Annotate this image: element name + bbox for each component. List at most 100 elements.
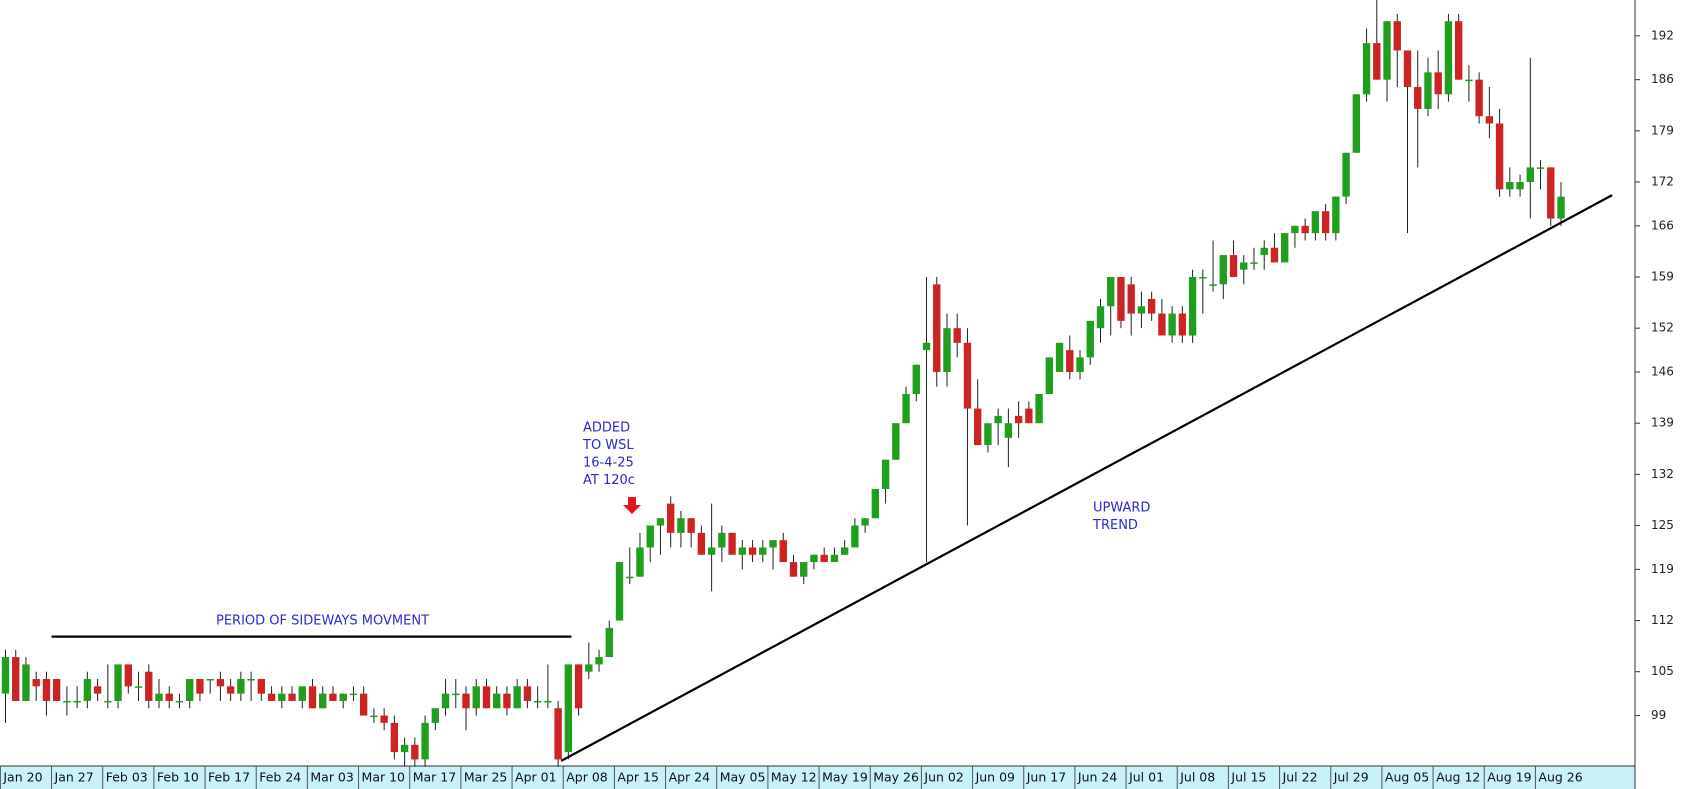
candle-body — [482, 686, 491, 709]
y-tick-label: 105 — [1651, 664, 1674, 678]
candle-body — [380, 715, 388, 723]
candle-body — [1485, 116, 1494, 124]
candle-body — [1240, 262, 1248, 270]
candle-body — [1229, 255, 1238, 278]
candle-body — [1301, 225, 1309, 234]
candle-body — [339, 693, 347, 701]
candle-body — [1219, 255, 1227, 285]
x-tick-label: Aug 12 — [1436, 770, 1480, 785]
candle-body — [1373, 43, 1381, 80]
x-tick-label: Jan 20 — [2, 770, 42, 785]
x-tick-label: Jul 01 — [1128, 770, 1164, 785]
annotation: 16-4-25 — [583, 456, 634, 471]
candle-body — [134, 686, 143, 688]
annotation: AT 120c — [583, 473, 635, 488]
candle-body — [431, 708, 439, 723]
candle-body — [1352, 94, 1361, 153]
candle-body — [288, 693, 296, 701]
candle-body — [1209, 284, 1217, 286]
candle-body — [452, 693, 460, 696]
candle-body — [840, 547, 849, 555]
y-tick-label: 99 — [1651, 708, 1666, 722]
candle-body — [871, 488, 880, 519]
candle-body — [564, 664, 573, 753]
candle-body — [1557, 196, 1565, 219]
candle-body — [789, 562, 798, 577]
candle-body — [1342, 152, 1350, 197]
y-tick-label: 192 — [1651, 28, 1674, 42]
x-tick-label: Apr 01 — [515, 770, 557, 785]
candle-body — [196, 679, 204, 694]
candle-body — [1454, 21, 1463, 80]
candle-body — [769, 540, 777, 548]
y-tick-label: 159 — [1651, 270, 1674, 284]
candle-body — [912, 364, 920, 394]
candle-body — [922, 342, 931, 351]
x-tick-label: Apr 08 — [566, 770, 608, 785]
candle-body — [1096, 306, 1105, 329]
candle-body — [881, 459, 890, 489]
candle-body — [1321, 211, 1330, 234]
x-tick-label: Mar 03 — [310, 770, 353, 785]
candle-body — [175, 700, 184, 703]
x-tick-label: Jul 08 — [1179, 770, 1215, 785]
candle-body — [104, 700, 112, 703]
x-tick-label: Apr 24 — [669, 770, 711, 785]
candle-body — [1014, 415, 1023, 424]
candle-body — [513, 686, 521, 709]
candle-body — [32, 679, 40, 687]
candle-body — [830, 554, 839, 563]
candle-body — [226, 686, 235, 694]
candle-body — [605, 627, 613, 658]
candle-body — [933, 284, 941, 373]
candle-body — [574, 664, 583, 709]
candle-body — [615, 562, 624, 621]
candle-body — [820, 554, 828, 563]
candle-body — [943, 328, 951, 373]
y-tick-label: 172 — [1651, 174, 1674, 188]
candle-body — [165, 693, 173, 701]
candle-body — [298, 686, 306, 701]
candle-body — [646, 525, 654, 548]
annotation: TO WSL — [582, 438, 634, 453]
trend-line — [560, 194, 1613, 762]
candle-body — [544, 700, 552, 703]
candle-body — [1127, 284, 1135, 314]
candle-body — [1168, 313, 1176, 336]
candle-body — [779, 540, 787, 563]
x-tick-label: May 19 — [822, 770, 868, 785]
candle-body — [1516, 181, 1524, 190]
candle-body — [1465, 79, 1473, 82]
x-tick-label: Aug 05 — [1385, 770, 1429, 785]
candle-body — [1332, 196, 1340, 234]
candle-body — [810, 554, 818, 563]
candle-body — [554, 708, 562, 760]
candle-body — [370, 715, 378, 718]
x-tick-label: Jan 27 — [54, 770, 94, 785]
candle-body — [1117, 277, 1125, 321]
candle-body — [1025, 408, 1033, 424]
x-tick-label: Jun 02 — [923, 770, 963, 785]
y-tick-label: 125 — [1651, 518, 1674, 532]
candle-body — [73, 700, 81, 703]
x-tick-label: Aug 19 — [1487, 770, 1531, 785]
candle-body — [1506, 181, 1514, 190]
candle-body — [1045, 357, 1054, 394]
candle-body — [963, 342, 972, 409]
candle-body — [1311, 211, 1320, 234]
candle-body — [656, 518, 665, 526]
candle-body — [257, 679, 266, 694]
candle-body — [666, 503, 675, 533]
x-tick-label: Feb 10 — [157, 770, 199, 785]
candle-body — [1107, 277, 1115, 307]
candle-body — [52, 679, 61, 701]
candle-body — [718, 532, 726, 548]
candle-body — [1199, 277, 1207, 279]
candle-body — [124, 664, 132, 687]
candle-body — [851, 525, 859, 548]
annotation: UPWARD — [1093, 501, 1150, 516]
x-tick-label: Jun 24 — [1077, 770, 1117, 785]
x-tick-label: Jul 15 — [1230, 770, 1266, 785]
candle-body — [1383, 21, 1391, 80]
x-tick-label: Jul 22 — [1282, 770, 1318, 785]
